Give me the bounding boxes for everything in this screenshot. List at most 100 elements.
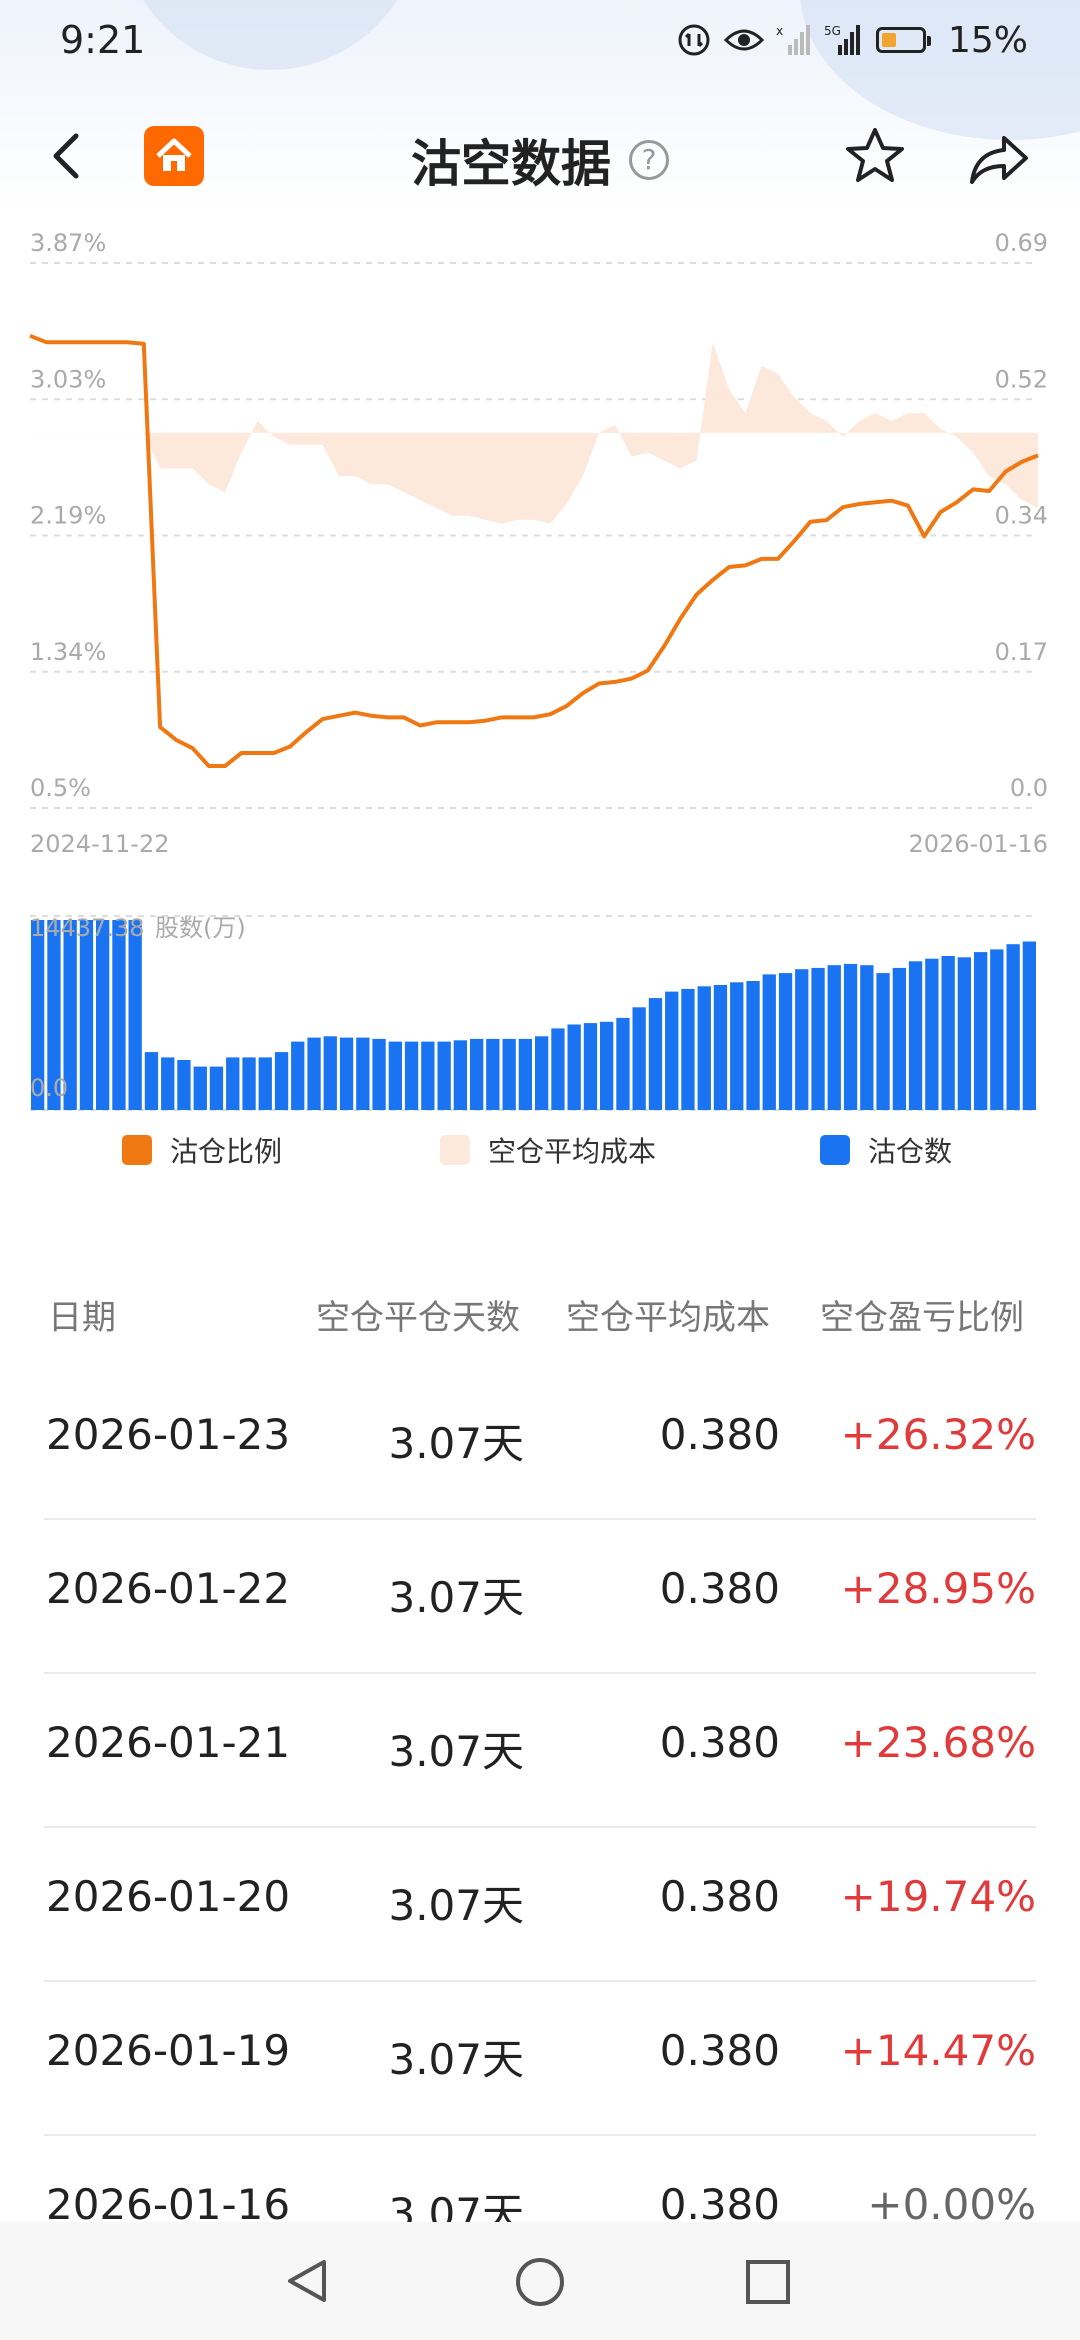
right-tick-label: 0.34 — [995, 502, 1048, 530]
page-title: 沽空数据 — [411, 135, 611, 193]
bar — [730, 982, 744, 1110]
bar — [876, 973, 890, 1110]
bar — [339, 1037, 354, 1110]
bar — [860, 965, 874, 1110]
legend-label-count: 沽仓数 — [868, 1135, 953, 1168]
legend-label-ratio: 沽仓比例 — [170, 1135, 283, 1168]
legend-swatch-ratio — [122, 1135, 152, 1165]
right-tick-label: 0.17 — [995, 638, 1048, 666]
left-tick-label: 0.5% — [30, 774, 91, 802]
nav-recents-square-icon[interactable] — [744, 2258, 792, 2306]
bar — [144, 1052, 159, 1110]
chart-legend: 沽仓比例 空仓平均成本 沽仓数 — [0, 1130, 1080, 1180]
table-row[interactable]: 2026-01-22 3.07天 0.380 +28.95% — [44, 1520, 1036, 1674]
bar — [307, 1037, 321, 1110]
cell-cost: 0.380 — [659, 1872, 780, 1921]
bar — [616, 1017, 630, 1110]
header-date: 日期 — [48, 1298, 116, 1338]
bar — [535, 1036, 549, 1110]
left-tick-label: 2.19% — [30, 502, 106, 530]
legend-label-cost: 空仓平均成本 — [488, 1135, 657, 1168]
cell-date: 2026-01-16 — [46, 2180, 291, 2229]
cell-date: 2026-01-23 — [46, 1410, 291, 1459]
share-icon[interactable] — [966, 126, 1032, 192]
table-row[interactable]: 2026-01-20 3.07天 0.380 +19.74% — [44, 1828, 1036, 1982]
table-row[interactable]: 2026-01-19 3.07天 0.380 +14.47% — [44, 1982, 1036, 2136]
battery-icon — [875, 27, 931, 53]
bar — [551, 1028, 565, 1110]
table-row[interactable]: 2026-01-21 3.07天 0.380 +23.68% — [44, 1674, 1036, 1828]
cell-date: 2026-01-21 — [46, 1718, 291, 1767]
bar-max-label: 14437.38 — [30, 914, 145, 942]
bar — [925, 958, 939, 1110]
back-arrow-icon[interactable] — [40, 128, 96, 184]
cell-date: 2026-01-20 — [46, 1872, 291, 1921]
legend-count: 沽仓数 — [820, 1130, 952, 1170]
home-icon[interactable] — [144, 126, 204, 186]
signal-5g-icon: 5G — [824, 24, 860, 55]
bar — [746, 981, 760, 1110]
cell-pl: +0.00% — [867, 2180, 1036, 2229]
cell-cost: 0.380 — [659, 2180, 780, 2229]
x-end-label: 2026-01-16 — [909, 830, 1048, 858]
bar — [323, 1036, 337, 1110]
bar — [404, 1041, 419, 1110]
header-cost: 空仓平均成本 — [566, 1298, 770, 1338]
bar — [112, 920, 126, 1110]
bar — [453, 1040, 467, 1110]
bar — [128, 920, 142, 1110]
cell-cost: 0.380 — [659, 2026, 780, 2075]
bar — [1022, 941, 1036, 1110]
table-row[interactable]: 2026-01-16 3.07天 0.380 +0.00% — [44, 2136, 1036, 2290]
bar — [811, 967, 825, 1110]
bar — [486, 1038, 500, 1110]
nav-home-circle-icon[interactable] — [514, 2256, 566, 2308]
cell-pl: +19.74% — [840, 1872, 1036, 1921]
left-tick-label: 3.87% — [30, 230, 106, 257]
bar — [63, 920, 77, 1110]
bar — [372, 1038, 386, 1110]
cell-days: 3.07天 — [388, 1727, 524, 1776]
bar — [242, 1057, 256, 1110]
series-cost-area — [30, 342, 1038, 524]
cell-pl: +26.32% — [840, 1410, 1036, 1459]
nav-back-triangle-icon[interactable] — [282, 2256, 332, 2306]
bar-min-label: 0.0 — [30, 1074, 68, 1102]
cell-cost: 0.380 — [659, 1718, 780, 1767]
bar — [258, 1057, 272, 1110]
table-header: 日期 空仓平仓天数 空仓平均成本 空仓盈亏比例 — [0, 1290, 1080, 1350]
bar — [665, 991, 679, 1110]
bar — [226, 1057, 240, 1110]
right-tick-label: 0.69 — [995, 230, 1048, 257]
bar — [778, 973, 793, 1110]
svg-text:5G: 5G — [824, 24, 841, 38]
star-icon[interactable] — [842, 124, 908, 190]
header-days: 空仓平仓天数 — [316, 1298, 520, 1338]
eye-icon — [723, 29, 764, 51]
help-icon[interactable]: ? — [629, 140, 669, 180]
left-tick-label: 3.03% — [30, 365, 106, 393]
bar — [974, 952, 988, 1110]
cell-days: 3.07天 — [388, 1419, 524, 1468]
bar — [583, 1023, 598, 1110]
bar — [681, 988, 695, 1110]
bar — [177, 1060, 191, 1110]
status-time: 9:21 — [60, 18, 146, 62]
bar — [762, 974, 776, 1110]
bar — [957, 957, 971, 1110]
x-start-label: 2024-11-22 — [30, 830, 169, 858]
bar — [291, 1041, 305, 1110]
bar — [274, 1052, 289, 1110]
nav-bar: 沽空数据 ? — [0, 110, 1080, 200]
cell-pl: +28.95% — [840, 1564, 1036, 1613]
table-row[interactable]: 2026-01-23 3.07天 0.380 +26.32% — [44, 1366, 1036, 1520]
status-icons: x 5G 15% — [676, 16, 1028, 64]
cell-pl: +23.68% — [840, 1718, 1036, 1767]
bar — [600, 1021, 614, 1110]
cell-days: 3.07天 — [388, 1573, 524, 1622]
bar — [518, 1038, 532, 1110]
bar — [96, 920, 110, 1110]
short-data-table: 2026-01-23 3.07天 0.380 +26.32% 2026-01-22 3.0… — [0, 1366, 1080, 2290]
cell-days: 3.07天 — [388, 2035, 524, 2084]
legend-swatch-cost — [440, 1135, 470, 1165]
